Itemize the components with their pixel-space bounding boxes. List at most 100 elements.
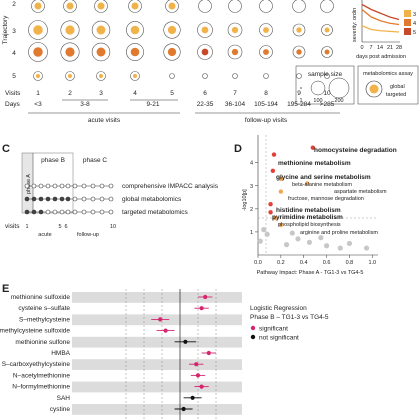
bubble-dot [35, 73, 41, 79]
panel-d-ytick-label: 4 [250, 161, 253, 167]
trajectory-labels: 2 3 4 5 [12, 1, 16, 80]
panel-c-dot [99, 196, 105, 202]
pathway-label: beta-alanine metabolism [292, 182, 352, 188]
significant-legend-dot [250, 325, 256, 331]
bubble-ring [324, 73, 330, 79]
panel-c-dot [72, 196, 78, 202]
sample-size-tick: 200 [334, 98, 343, 104]
visit-number: 6 [203, 90, 207, 97]
severity-inset: severity: ordin 0 7 14 21 28 days post a… [352, 0, 416, 60]
pathway-label: histidine metabolism [276, 207, 341, 214]
panel-c-dot [52, 209, 58, 215]
pathway-label: phospholipid biosynthesis [278, 222, 341, 228]
bubble-dot [296, 49, 302, 55]
bubble-ring [296, 73, 302, 79]
pathway-point [268, 210, 273, 215]
severity-inset-xlabel: days post admission [356, 54, 406, 60]
severity-inset-ylabel: severity: ordin [352, 8, 358, 42]
panel-c-dot [45, 183, 51, 189]
panel-e-band [72, 292, 242, 303]
day-range: 105-194 [254, 101, 278, 108]
effect-point [181, 406, 186, 412]
panel-e-label: E [2, 283, 9, 295]
visit-number: 1 [36, 90, 40, 97]
bubble-dot [168, 2, 176, 10]
panel-c-dot [81, 209, 87, 215]
day-range: 36-104 [225, 101, 246, 108]
bubble-dot [96, 25, 106, 35]
panel-c-dot [52, 196, 58, 202]
severity-inset-xtick: 7 [369, 45, 372, 51]
metabolite-label: N–formylmethionine [12, 384, 70, 391]
sample-size-legend: sample size 1 100 200 [295, 65, 355, 105]
metabolite-label: S–carboxyethylcysteine [2, 361, 71, 368]
pathway-label: glycine and serine metabolism [276, 174, 371, 181]
metabolite-label: S–methylcysteine sulfoxide [0, 328, 70, 335]
trajectory-label: 2 [12, 1, 16, 8]
range-brackets [28, 99, 340, 114]
panel-c-dot [24, 183, 30, 189]
panel-c-visit-tick: 6 [64, 224, 67, 230]
sample-size-legend-box [295, 65, 355, 105]
bubble-ring [263, 73, 269, 79]
pathway-point [310, 145, 316, 150]
panel-c-dot [90, 209, 96, 215]
panel-d-xtick-label: 0.2 [277, 260, 285, 266]
visit-number: 3 [99, 90, 103, 97]
bubble-dot [65, 25, 75, 35]
pathway-point [278, 189, 284, 194]
metabolite-label: N–acetylmethionine [13, 372, 70, 379]
bubble-dot [296, 27, 302, 33]
panel-c-followup-label: follow-up [77, 232, 99, 238]
pathway-label: fructose, mannose degradation [288, 196, 364, 202]
panel-c-dot [65, 183, 71, 189]
panel-c-dot [72, 183, 78, 189]
legend-label-5: 5 [413, 30, 416, 36]
legend-swatch-5 [404, 28, 411, 35]
effect-point [183, 339, 188, 344]
sample-size-tick: 100 [313, 98, 322, 104]
panel-d-ytick-label: 3 [250, 184, 253, 190]
panel-d-xtick-label: 0.0 [254, 260, 262, 266]
panel-c-dot [81, 196, 87, 202]
pathway-point [346, 240, 353, 247]
panel-e-marks [151, 294, 216, 412]
severity-inset-xtick: 28 [396, 45, 402, 51]
visit-number: 4 [133, 90, 137, 97]
day-range: 22-35 [197, 101, 214, 108]
metabolite-label: cystine [50, 406, 71, 413]
metabolite-label: HMBA [51, 350, 70, 357]
panel-c-visit-tick: 5 [58, 224, 61, 230]
bubble-dot [231, 48, 239, 56]
severity-line-5 [361, 3, 400, 21]
visits-row-label: Visits [5, 90, 21, 97]
panel-c-label: C [2, 143, 10, 155]
sample-size-tick: 1 [299, 98, 302, 104]
panel-d-xtick-label: 0.4 [300, 260, 308, 266]
not-significant-legend-dot [250, 334, 256, 340]
panel-e-band [72, 381, 242, 393]
day-range: >285 [320, 101, 335, 108]
legend-swatch-4 [404, 19, 411, 26]
bubble-dot [67, 73, 73, 79]
bubble-dot [98, 73, 104, 79]
effect-point [163, 328, 168, 333]
effect-point [206, 350, 211, 356]
pathway-label: homocysteine degradation [314, 147, 397, 154]
pathway-point [268, 202, 273, 207]
visit-numbers: 1 2 3 4 5 6 7 8 9 10 [36, 90, 331, 97]
pathway-label: arginine and proline metabolism [300, 230, 378, 236]
sample-size-legend-title: sample size [308, 71, 343, 78]
visit-number: 7 [233, 90, 237, 97]
trajectory-axis-label: Trajectory [2, 15, 9, 44]
panel-c-dot [52, 183, 58, 189]
panel-d-scatter: -log10[p] Pathway Impact: Phase A - TG1-… [242, 135, 397, 276]
metabolite-label: SAH [57, 395, 71, 402]
bubble-dot [33, 47, 43, 57]
panel-e-band [72, 359, 242, 370]
panel-c-dot [38, 196, 44, 202]
panel-d-ytick-label: 2 [250, 207, 253, 213]
pathway-point [363, 245, 370, 251]
metabolite-label: cysteine s–sulfate [18, 305, 70, 312]
visit-number: 10 [323, 90, 331, 97]
